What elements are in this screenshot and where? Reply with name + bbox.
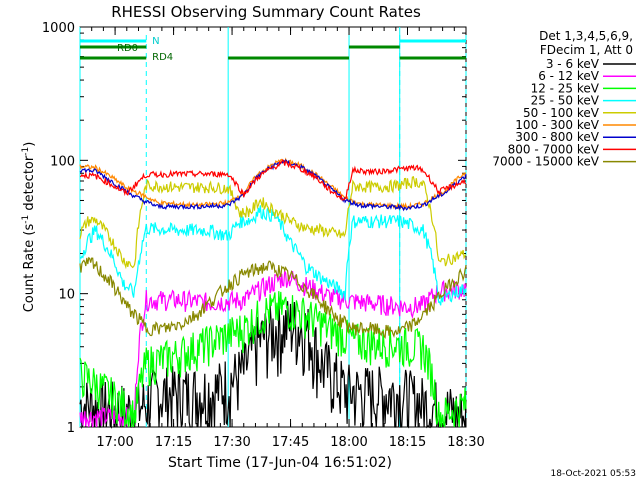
series-line <box>79 157 467 211</box>
legend-label: 300 - 800 keV <box>515 130 599 144</box>
y-tick-label: 100 <box>50 154 75 169</box>
chart-title: RHESSI Observing Summary Count Rates <box>111 3 421 21</box>
y-tick-label: 1000 <box>42 21 75 36</box>
x-tick-label: 17:00 <box>96 435 133 450</box>
y-axis-label-part: Count Rate (s <box>22 224 37 313</box>
series-line <box>79 175 467 270</box>
y-axis-label-part: -1 <box>21 215 31 224</box>
y-tick-label: 10 <box>58 288 75 303</box>
y-axis-label-part: ) <box>22 142 37 147</box>
legend-header: FDecim 1, Att 0 <box>540 43 633 57</box>
series-line <box>79 291 467 428</box>
y-axis-label-part: -1 <box>21 147 31 156</box>
rd4-label: RD4 <box>152 52 173 63</box>
x-tick-label: 17:45 <box>272 435 309 450</box>
y-axis-label: Count Rate (s-1 detector-1) <box>21 142 37 313</box>
x-axis-label: Start Time (17-Jun-04 16:51:02) <box>168 455 392 471</box>
x-tick-label: 18:15 <box>389 435 426 450</box>
legend-label: 50 - 100 keV <box>523 106 600 120</box>
y-tick-label: 1 <box>67 421 75 436</box>
rd0-label: RD0 <box>117 43 138 54</box>
legend-label: 7000 - 15000 keV <box>492 155 599 169</box>
legend-header: Det 1,3,4,5,6,9, <box>539 29 633 43</box>
x-tick-label: 17:30 <box>213 435 250 450</box>
legend-label: 6 - 12 keV <box>538 69 600 83</box>
legend-label: 100 - 300 keV <box>515 118 599 132</box>
legend-label: 3 - 6 keV <box>546 57 600 71</box>
series-line <box>79 301 467 430</box>
series-line <box>79 270 467 428</box>
series-line <box>79 159 467 212</box>
legend-label: 12 - 25 keV <box>531 81 600 95</box>
x-tick-label: 17:15 <box>155 435 192 450</box>
series-line <box>79 159 467 201</box>
timestamp: 18-Oct-2021 05:53 <box>551 469 636 479</box>
x-tick-label: 18:00 <box>330 435 367 450</box>
n-label: N <box>152 36 159 47</box>
series-line <box>79 256 467 339</box>
series-line <box>79 205 467 306</box>
x-tick-label: 18:30 <box>447 435 484 450</box>
legend-label: 800 - 7000 keV <box>508 142 600 156</box>
y-axis-label-part: detector <box>22 155 37 215</box>
legend-label: 25 - 50 keV <box>531 94 600 108</box>
